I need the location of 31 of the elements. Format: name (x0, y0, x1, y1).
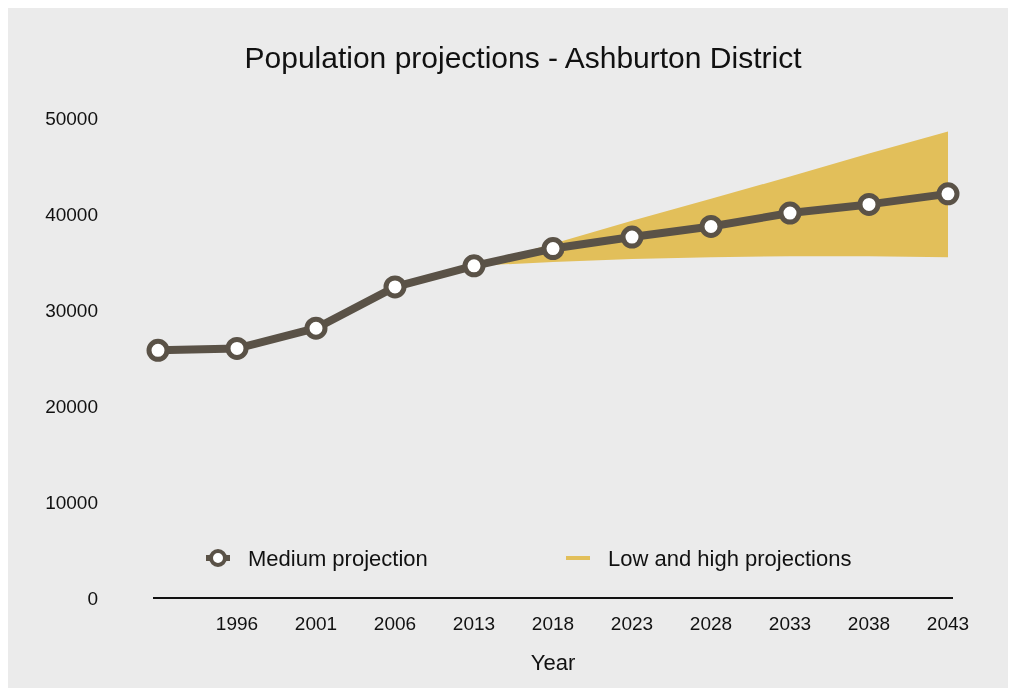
x-tick-label: 2028 (689, 613, 733, 634)
x-tick-label: 2018 (531, 613, 575, 634)
y-tick-label: 40000 (45, 203, 98, 225)
point (304, 316, 328, 340)
point (146, 338, 170, 362)
x-tick-label: 2023 (610, 613, 654, 634)
x-tick-label: 1996 (215, 613, 259, 634)
y-tick-label: 0 (87, 587, 98, 609)
x-tick-label: 2013 (452, 613, 496, 634)
point (857, 192, 881, 216)
x-tick-label: 2033 (768, 613, 812, 634)
chart-title: Population projections - Ashburton District (244, 41, 803, 74)
legend-label: Medium projection (248, 545, 428, 571)
y-tick-label: 10000 (45, 491, 98, 513)
y-tick-label: 20000 (45, 395, 98, 417)
point (383, 275, 407, 299)
point (778, 201, 802, 225)
x-tick-label: 2006 (373, 613, 417, 634)
legend-label: Low and high projections (608, 545, 852, 571)
y-tick-label: 50000 (45, 107, 98, 129)
point (620, 225, 644, 249)
x-tick-label: 2001 (294, 613, 338, 634)
point (225, 336, 249, 360)
x-tick-label: 2043 (926, 613, 970, 634)
y-tick-label: 30000 (45, 299, 98, 321)
point (936, 182, 960, 206)
x-tick-label: 2038 (847, 613, 891, 634)
point (541, 237, 565, 261)
point (699, 214, 723, 238)
x-axis-title: Year (530, 650, 576, 675)
point (462, 254, 486, 278)
